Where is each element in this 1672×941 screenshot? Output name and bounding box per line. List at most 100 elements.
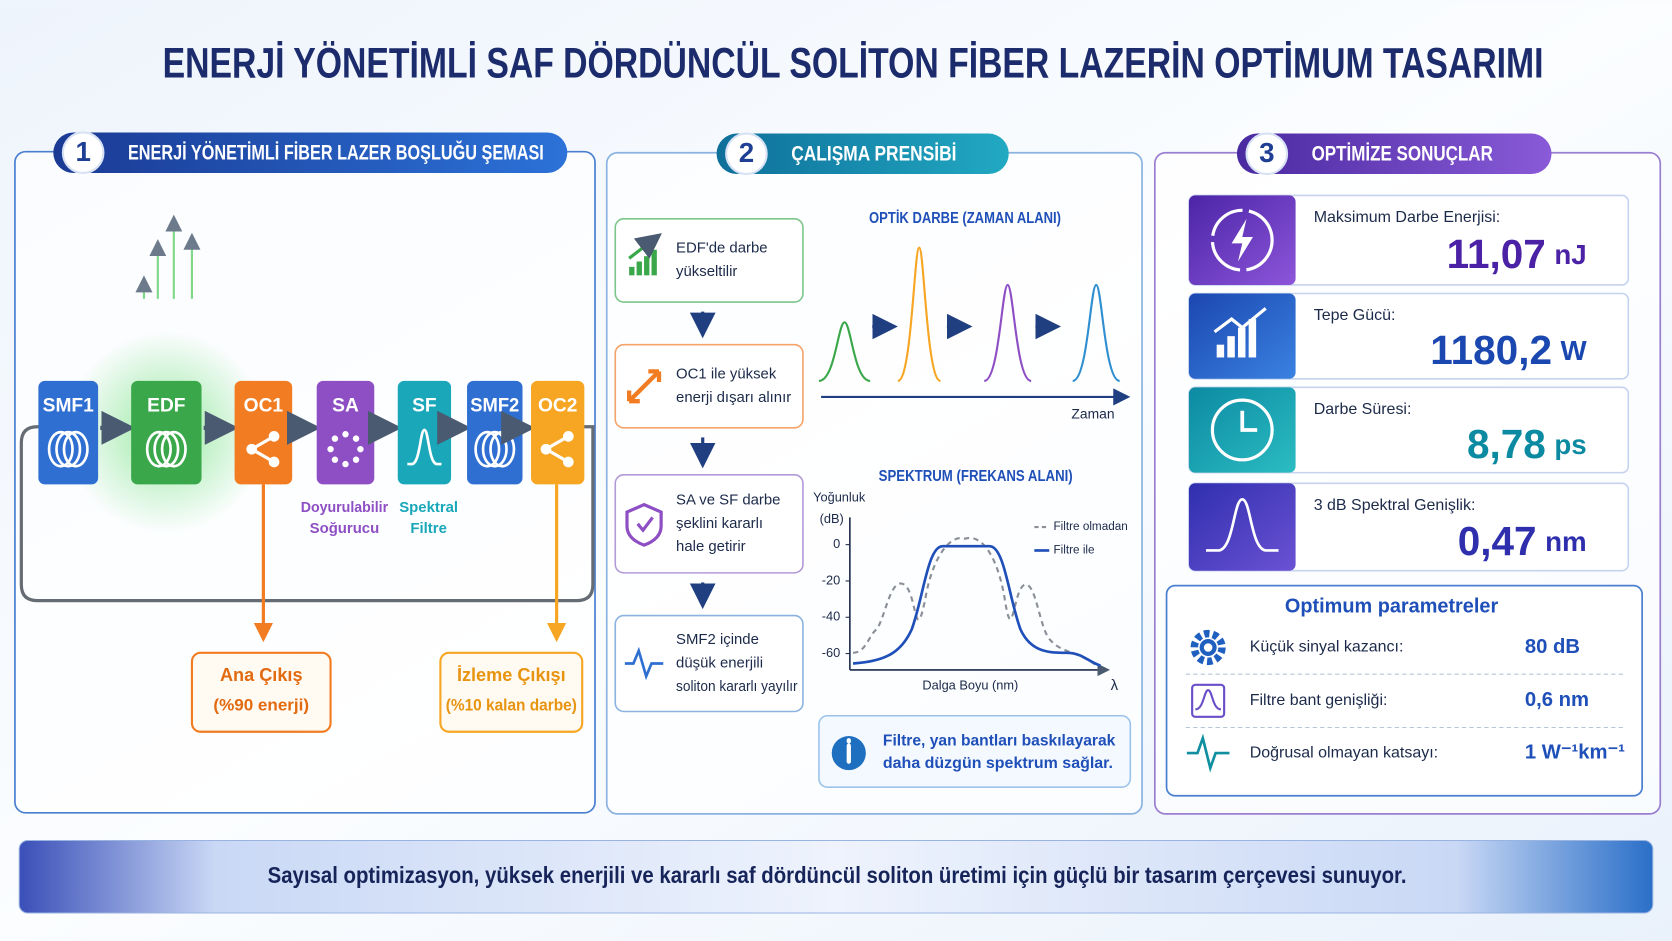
metric-number: 11,07	[1447, 231, 1546, 277]
y-tick-label: -60	[822, 645, 840, 660]
axis-label: Zaman	[1071, 406, 1114, 422]
metric-icon	[1216, 344, 1225, 358]
coupler-icon	[268, 431, 280, 442]
output-detail: (%90 enerji)	[213, 696, 309, 715]
component-label: SA	[332, 396, 359, 417]
step-icon	[625, 502, 663, 547]
absorber-icon	[357, 445, 364, 453]
absorber-icon	[352, 435, 360, 442]
axis-symbol: λ	[1111, 677, 1119, 694]
panel-title: ENERJİ YÖNETİMLİ FİBER LAZER BOŞLUĞU ŞEM…	[128, 139, 544, 164]
note-text: Filtre, yan bantları baskılayarak	[883, 733, 1116, 750]
step-number: 1	[75, 136, 90, 167]
component-label: OC2	[538, 396, 577, 417]
component-label: OC1	[244, 396, 284, 417]
panel-title: OPTİMİZE SONUÇLAR	[1312, 141, 1493, 165]
legend-label: Filtre ile	[1054, 544, 1095, 557]
footer-text: Sayısal optimizasyon, yüksek enerjili ve…	[268, 862, 1407, 888]
metric-icon	[1206, 497, 1279, 552]
step-number-badge	[725, 132, 768, 176]
component-note: Doyurulabilir	[301, 499, 389, 516]
pulse-curve	[983, 283, 1032, 382]
metric-number: 0,47	[1458, 518, 1537, 564]
component-label: SMF2	[470, 396, 519, 417]
parameters-title: Optimum parametreler	[1285, 595, 1498, 617]
fiber-icon	[62, 430, 89, 468]
note-box	[818, 714, 1132, 788]
param-label: Filtre bant genişliği:	[1250, 692, 1388, 709]
component-label: EDF	[147, 396, 186, 417]
output-detail: (%10 kalan darbe)	[446, 696, 577, 715]
step-text: SA ve SF darbe	[676, 491, 780, 508]
param-label: Doğrusal olmayan katsayı:	[1250, 744, 1438, 761]
filter-icon	[407, 428, 442, 466]
fiber-icon	[474, 430, 501, 468]
metric-value: 11,07 nJ	[1447, 231, 1587, 277]
panel-header	[1236, 133, 1552, 175]
param-icon	[1195, 689, 1222, 711]
legend-label: Filtre olmadan	[1054, 520, 1128, 533]
page-title: ENERJİ YÖNETİMLİ SAF DÖRDÜNCÜL SOLİTON F…	[163, 40, 1544, 88]
param-label: Küçük sinyal kazancı:	[1250, 639, 1404, 656]
step-icon	[624, 646, 664, 681]
parameters-box	[1165, 584, 1643, 797]
step-icon	[644, 256, 650, 276]
absorber-icon	[342, 431, 349, 438]
param-icon	[1191, 683, 1226, 718]
step-icon	[651, 249, 657, 276]
fiber-icon	[153, 430, 180, 468]
component-label: SF	[412, 396, 437, 417]
param-value: 1 W⁻¹km⁻¹	[1525, 741, 1625, 763]
metric-icon	[1210, 208, 1274, 272]
metric-icon	[1213, 307, 1267, 334]
metric-value: 8,78 ps	[1467, 421, 1587, 467]
step-text: EDF'de darbe	[676, 240, 768, 257]
pulse-curve	[818, 321, 871, 382]
note-text: daha düzgün spektrum sağlar.	[883, 755, 1113, 772]
metric-icon	[1227, 336, 1235, 358]
step-text: düşük enerjili	[676, 654, 763, 671]
metric-value: 1180,2 W	[1430, 327, 1587, 373]
metric-unit: W	[1561, 336, 1588, 367]
param-icon	[1203, 643, 1213, 652]
absorber-icon	[331, 435, 339, 442]
param-value: 0,6 nm	[1525, 689, 1589, 711]
param-icon	[1190, 629, 1226, 666]
pulse-curve	[897, 246, 942, 382]
step-text: hale getirir	[676, 538, 746, 555]
component-note: Spektral	[399, 499, 458, 516]
step-icon	[636, 261, 642, 276]
panel-header	[53, 132, 568, 173]
metric-label: Maksimum Darbe Enerjisi:	[1314, 209, 1501, 226]
metric-icon	[1231, 218, 1253, 262]
step-box	[614, 614, 804, 713]
output-title: Ana Çıkış	[220, 665, 303, 685]
absorber-icon	[352, 456, 360, 463]
step-number-badge	[61, 131, 105, 175]
metric-label: Tepe Gücü:	[1314, 307, 1396, 324]
step-box	[614, 218, 804, 303]
step-text: enerji dışarı alınır	[676, 389, 791, 406]
absorber-icon	[331, 456, 339, 463]
chart-title: SPEKTRUM (FREKANS ALANI)	[879, 468, 1073, 485]
param-icon	[1186, 733, 1230, 773]
coupler-icon	[563, 456, 574, 468]
metric-label: 3 dB Spektral Genişlik:	[1314, 497, 1476, 514]
y-tick-label: -40	[822, 609, 840, 624]
axis-label: Dalga Boyu (nm)	[922, 677, 1018, 692]
spectrum-filtered	[852, 544, 1101, 667]
metric-icon	[1210, 398, 1274, 462]
y-tick-label: 0	[833, 536, 840, 551]
metric-label: Darbe Süresi:	[1314, 401, 1412, 418]
metric-icon-bg	[1188, 483, 1296, 571]
component-note: Soğurucu	[310, 520, 380, 537]
metric-number: 1180,2	[1430, 327, 1552, 373]
y-tick-label: -20	[822, 572, 840, 587]
chart-title: OPTİK DARBE (ZAMAN ALANI)	[869, 209, 1061, 227]
coupler-icon	[563, 431, 574, 442]
metric-unit: nJ	[1554, 240, 1586, 271]
fiber-icon	[55, 430, 82, 468]
metric-icon	[1240, 410, 1258, 432]
absorber-icon	[327, 445, 334, 453]
